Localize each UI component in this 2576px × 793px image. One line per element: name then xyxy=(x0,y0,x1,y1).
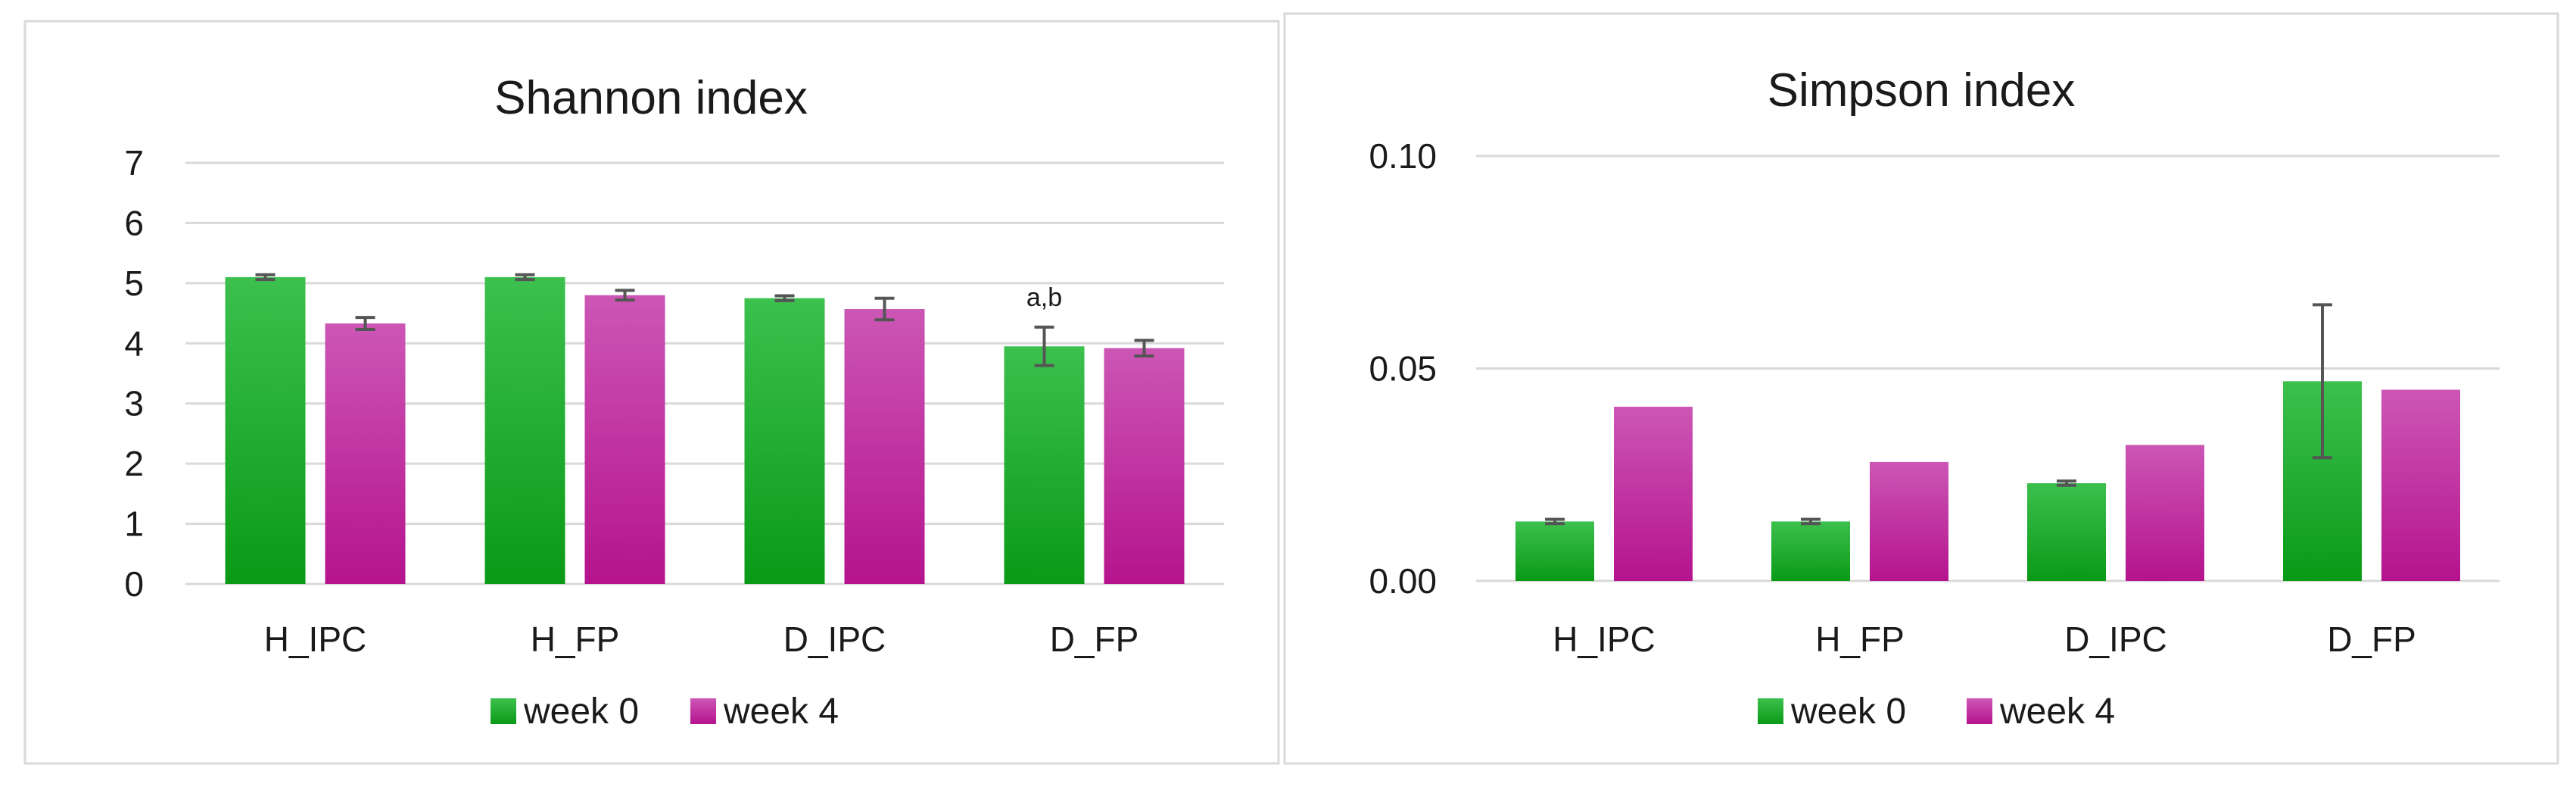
shannon-bars xyxy=(225,276,1185,584)
simpson-legend: week 0 week 4 xyxy=(1758,692,2115,732)
shannon-y-tick-label: 2 xyxy=(124,444,144,483)
simpson-bar-week4-d-fp xyxy=(2381,389,2460,581)
simpson-legend-week0-label: week 0 xyxy=(1790,692,1906,732)
shannon-significance-label: a,b xyxy=(1026,283,1062,312)
simpson-chart: Simpson index 0.00 0.05 0.10 H_IPC H_FP D_IP… xyxy=(1283,12,2559,765)
simpson-x-axis: H_IPC H_FP D_IPC D_FP xyxy=(1553,620,2416,659)
shannon-bar-week0-h-ipc xyxy=(225,276,306,584)
simpson-y-tick-label: 0.05 xyxy=(1369,349,1437,389)
simpson-y-tick-label: 0.00 xyxy=(1369,561,1437,601)
simpson-y-axis: 0.00 0.05 0.10 xyxy=(1369,136,1437,601)
simpson-bar-week0-h-fp xyxy=(1771,521,1850,581)
shannon-bar-week0-h-fp xyxy=(484,276,565,584)
shannon-x-tick-label: H_FP xyxy=(531,620,620,659)
shannon-error-bars xyxy=(255,273,1154,367)
shannon-legend-week0-swatch xyxy=(491,698,516,724)
shannon-bar-week4-h-ipc xyxy=(325,323,406,584)
simpson-legend-week4-label: week 4 xyxy=(1999,692,2115,732)
simpson-x-tick-label: D_FP xyxy=(2327,620,2416,659)
shannon-bar-week0-d-ipc xyxy=(744,298,825,584)
shannon-x-tick-label: D_IPC xyxy=(783,620,886,659)
shannon-x-tick-label: H_IPC xyxy=(264,620,366,659)
shannon-bar-week4-h-fp xyxy=(584,295,665,584)
shannon-chart-title: Shannon index xyxy=(494,72,808,124)
shannon-y-tick-label: 6 xyxy=(124,203,144,242)
shannon-x-axis: H_IPC H_FP D_IPC D_FP xyxy=(264,620,1139,659)
simpson-chart-title: Simpson index xyxy=(1768,64,2076,117)
shannon-legend-week4-swatch xyxy=(690,698,716,724)
shannon-y-axis: 0 1 2 3 4 5 6 7 xyxy=(124,143,144,604)
simpson-x-tick-label: H_FP xyxy=(1815,620,1905,659)
simpson-x-tick-label: H_IPC xyxy=(1553,620,1655,659)
shannon-bar-week0-d-fp xyxy=(1004,346,1085,584)
simpson-legend-week0-swatch xyxy=(1758,698,1783,724)
shannon-legend-week0-label: week 0 xyxy=(523,692,639,732)
shannon-y-tick-label: 5 xyxy=(124,264,144,303)
shannon-annotations: a,b xyxy=(1026,283,1062,312)
shannon-y-tick-label: 0 xyxy=(124,564,144,604)
shannon-bar-week4-d-ipc xyxy=(844,309,925,584)
simpson-bars xyxy=(1515,381,2460,581)
simpson-y-tick-label: 0.10 xyxy=(1369,136,1437,176)
simpson-bar-week4-h-ipc xyxy=(1614,406,1693,581)
simpson-error-bars xyxy=(1545,303,2332,526)
simpson-bar-week4-d-ipc xyxy=(2126,445,2204,581)
shannon-y-tick-label: 7 xyxy=(124,143,144,183)
shannon-bar-week4-d-fp xyxy=(1104,348,1185,584)
simpson-x-tick-label: D_IPC xyxy=(2064,620,2166,659)
shannon-y-tick-label: 4 xyxy=(124,323,144,363)
simpson-bar-week0-h-ipc xyxy=(1515,521,1594,581)
shannon-legend-week4-label: week 4 xyxy=(723,692,839,732)
shannon-legend: week 0 week 4 xyxy=(491,692,839,732)
shannon-y-tick-label: 1 xyxy=(124,504,144,544)
shannon-x-tick-label: D_FP xyxy=(1050,620,1139,659)
shannon-y-tick-label: 3 xyxy=(124,384,144,423)
simpson-legend-week4-swatch xyxy=(1967,698,1992,724)
simpson-bar-week0-d-ipc xyxy=(2027,482,2106,581)
shannon-chart: Shannon index 0 1 2 3 4 5 6 7 H_IPC H_FP D_IPC D_F… xyxy=(23,20,1280,765)
simpson-bar-week4-h-fp xyxy=(1870,461,1948,581)
